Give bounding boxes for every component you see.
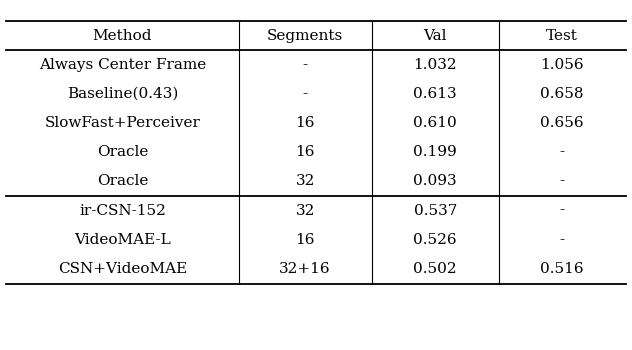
Text: Test: Test xyxy=(546,29,578,43)
Text: 0.199: 0.199 xyxy=(413,145,457,159)
Text: 32: 32 xyxy=(296,204,315,218)
Text: Always Center Frame: Always Center Frame xyxy=(39,58,206,72)
Text: -: - xyxy=(559,233,565,247)
Text: 16: 16 xyxy=(295,145,315,159)
Text: ir-CSN-152: ir-CSN-152 xyxy=(79,204,166,218)
Text: Oracle: Oracle xyxy=(97,174,148,188)
Text: 32+16: 32+16 xyxy=(279,262,331,276)
Text: 0.613: 0.613 xyxy=(413,87,457,101)
Text: 1.056: 1.056 xyxy=(540,58,584,72)
Text: SlowFast+Perceiver: SlowFast+Perceiver xyxy=(44,116,200,130)
Text: 0.658: 0.658 xyxy=(540,87,584,101)
Text: -: - xyxy=(303,87,308,101)
Text: VideoMAE-L: VideoMAE-L xyxy=(74,233,171,247)
Text: 0.502: 0.502 xyxy=(413,262,457,276)
Text: 0.516: 0.516 xyxy=(540,262,584,276)
Text: CSN+VideoMAE: CSN+VideoMAE xyxy=(58,262,187,276)
Text: Val: Val xyxy=(423,29,447,43)
Text: Oracle: Oracle xyxy=(97,145,148,159)
Text: 0.610: 0.610 xyxy=(413,116,457,130)
Text: 0.656: 0.656 xyxy=(540,116,584,130)
Text: Baseline(0.43): Baseline(0.43) xyxy=(67,87,178,101)
Text: 0.093: 0.093 xyxy=(413,174,457,188)
Text: 16: 16 xyxy=(295,233,315,247)
Text: -: - xyxy=(303,58,308,72)
Text: 16: 16 xyxy=(295,116,315,130)
Text: 0.537: 0.537 xyxy=(413,204,457,218)
Text: -: - xyxy=(559,174,565,188)
Text: -: - xyxy=(559,145,565,159)
Text: 0.526: 0.526 xyxy=(413,233,457,247)
Text: Method: Method xyxy=(93,29,152,43)
Text: -: - xyxy=(559,204,565,218)
Text: Segments: Segments xyxy=(267,29,343,43)
Text: 32: 32 xyxy=(296,174,315,188)
Text: 1.032: 1.032 xyxy=(413,58,457,72)
